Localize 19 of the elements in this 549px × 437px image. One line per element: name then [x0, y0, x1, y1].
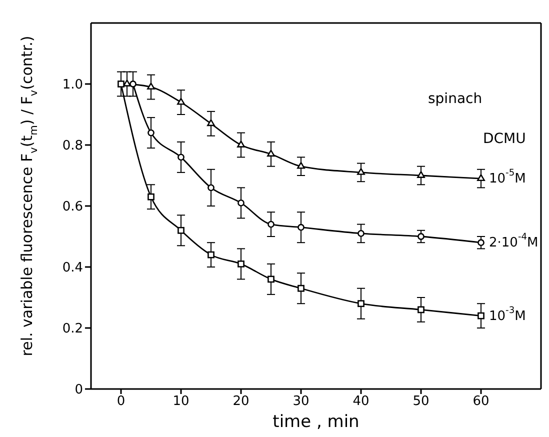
- x-axis-title: time , min: [272, 412, 360, 432]
- x-tick-label: 0: [116, 394, 126, 410]
- annotation: spinach: [428, 91, 482, 107]
- y-tick-label: 0.2: [62, 322, 83, 337]
- x-tick-label: 60: [472, 394, 490, 410]
- x-tick-label: 30: [292, 394, 310, 410]
- y-tick-label: 1.0: [62, 78, 83, 93]
- series-label: 2·10$^{-4}$M: [489, 233, 538, 250]
- x-tick-label: 50: [412, 394, 430, 410]
- y-tick-label: 0.6: [62, 200, 83, 215]
- series-label: 10$^{-3}$M: [489, 306, 526, 324]
- x-tick-label: 20: [232, 394, 250, 410]
- y-tick-label: 0.4: [62, 260, 83, 276]
- series-label: 10$^{-5}$M: [489, 169, 526, 186]
- y-tick-label: 0.8: [62, 138, 83, 154]
- x-tick-label: 10: [172, 394, 190, 410]
- annotation: DCMU: [483, 131, 526, 147]
- x-tick-label: 40: [352, 394, 370, 410]
- y-tick-label: 0: [74, 382, 83, 398]
